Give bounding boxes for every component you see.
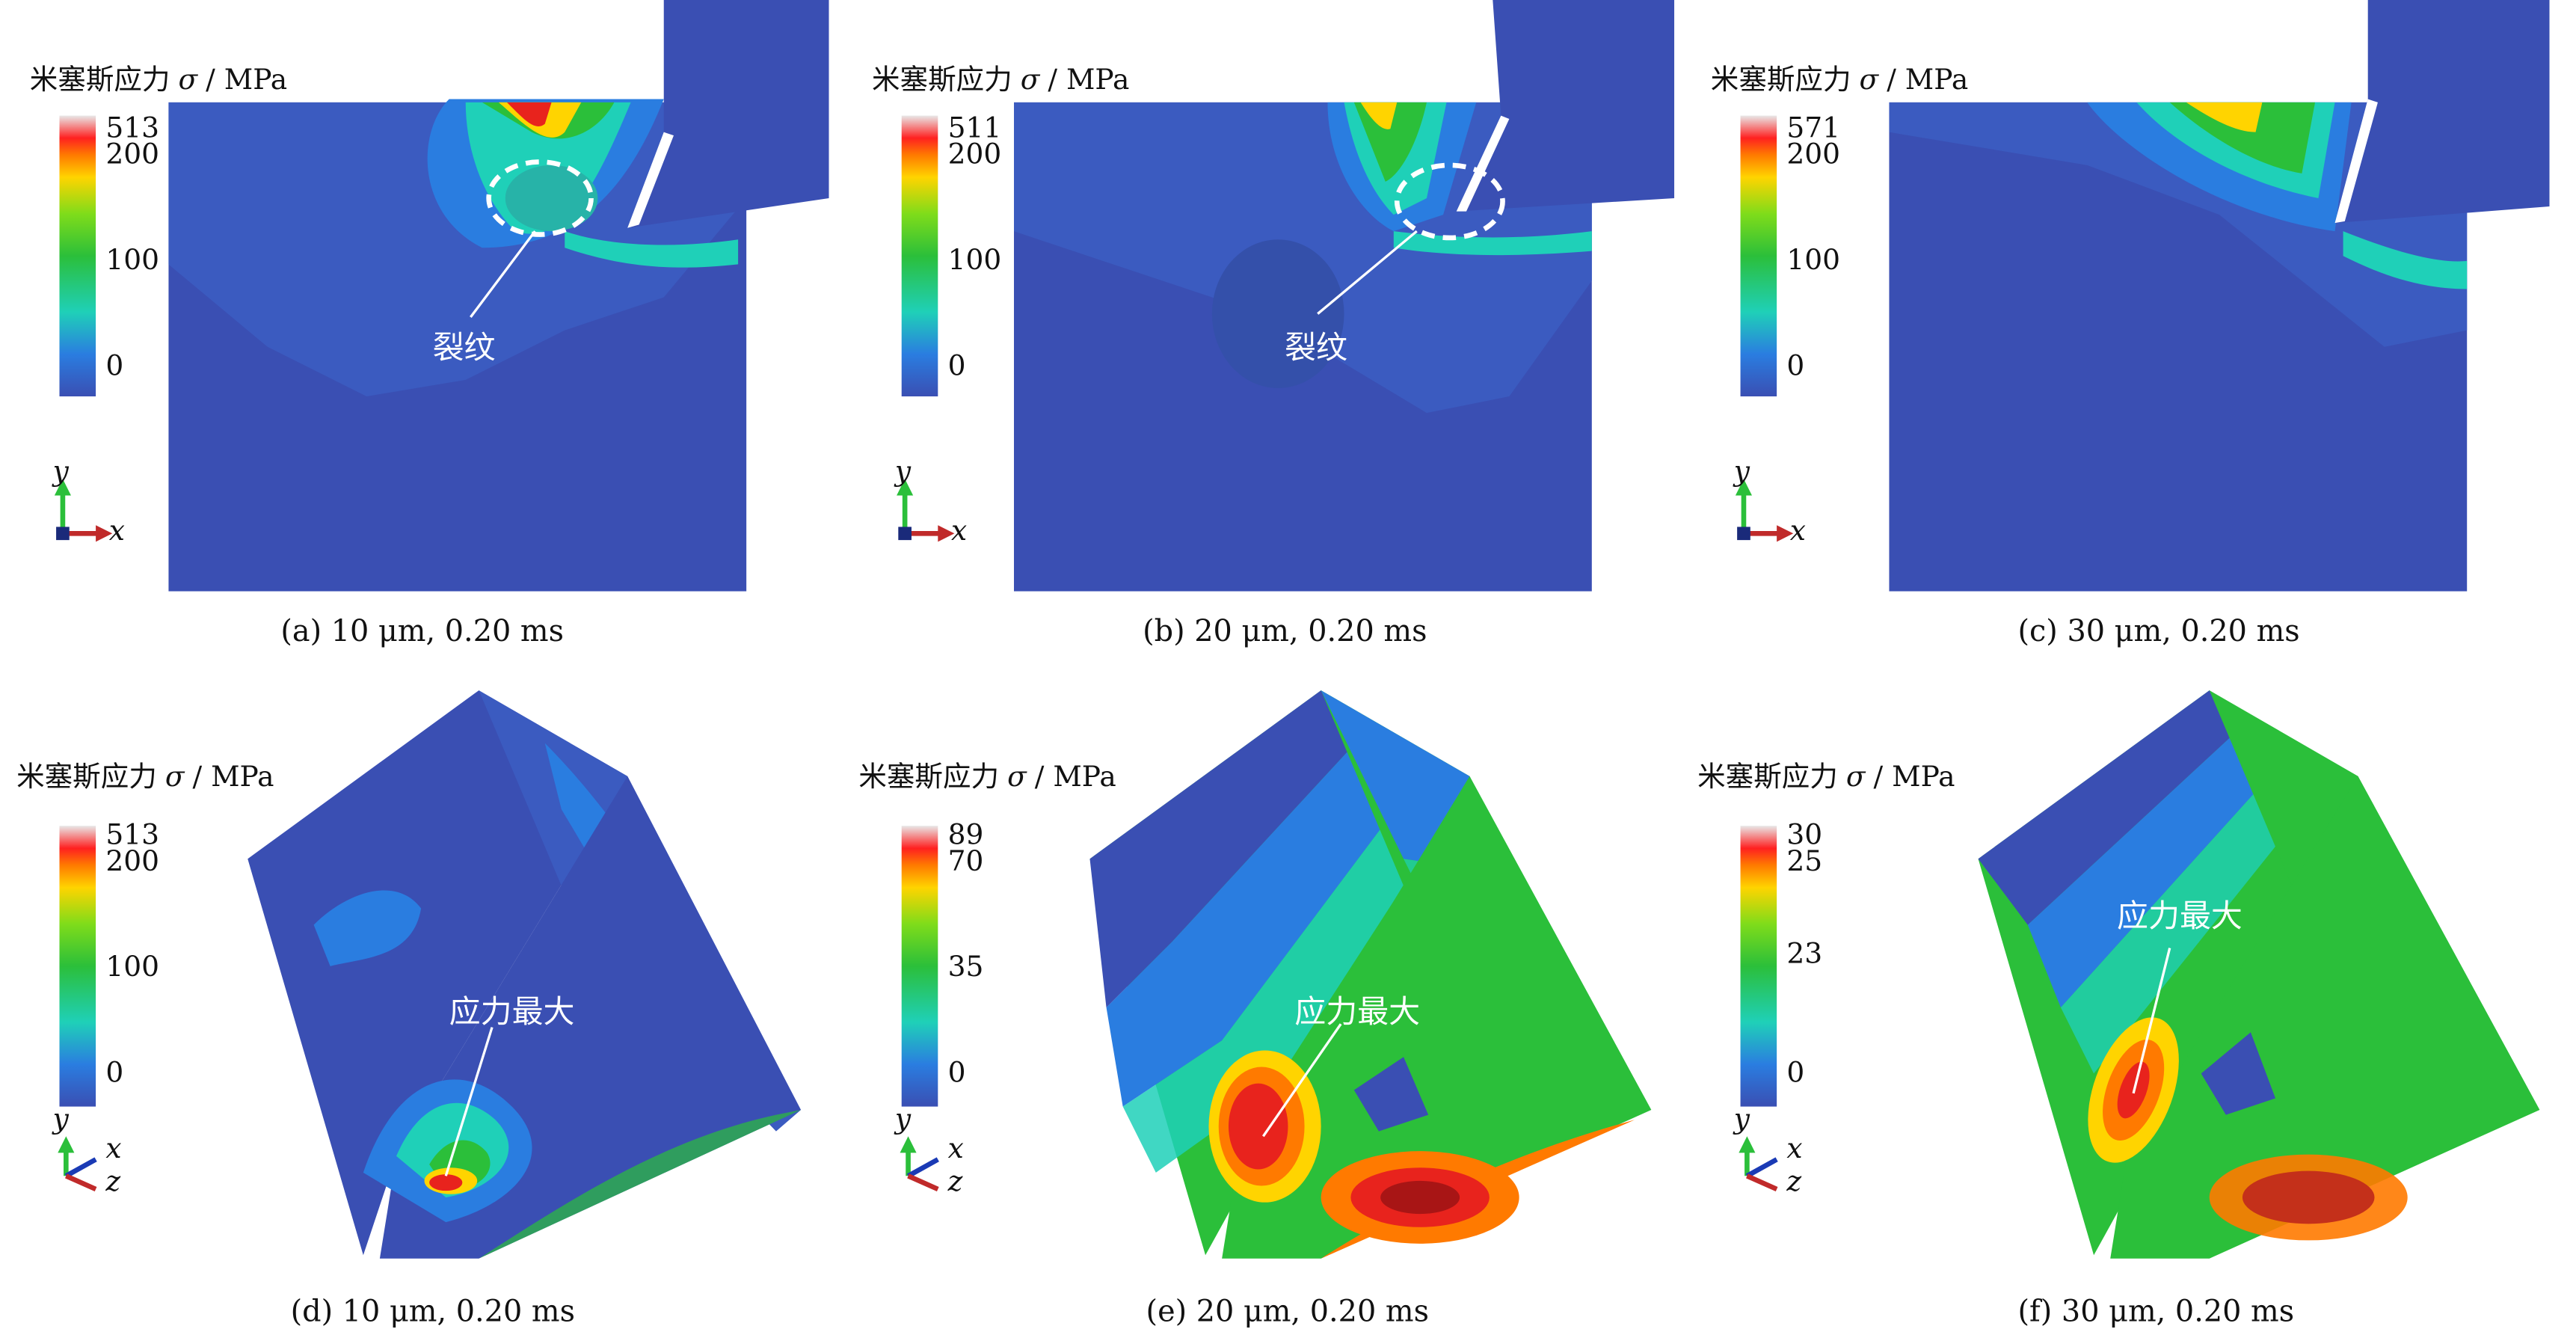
- axis-triad: [54, 479, 113, 542]
- axis-triad-3d: [900, 1136, 939, 1192]
- tick-mid: 100: [1786, 244, 1841, 277]
- stress-contour-3d: 应力最大: [231, 677, 826, 1271]
- axis-y-label: y: [894, 455, 912, 489]
- axis-y-label: y: [894, 1103, 912, 1137]
- legend-title: 米塞斯应力 σ / MPa: [1710, 64, 1969, 98]
- color-scale-bar: [1740, 826, 1777, 1107]
- caption: (f) 30 μm, 0.20 ms: [2017, 1295, 2295, 1330]
- legend-title: 米塞斯应力 σ / MPa: [16, 761, 274, 795]
- axis-triad-3d: [1739, 1136, 1778, 1192]
- axis-x-label: x: [950, 515, 968, 549]
- axis-y-label: y: [52, 455, 69, 489]
- color-scale-bar: [1740, 115, 1777, 396]
- color-scale-bar: [59, 826, 96, 1107]
- tick-mid: 23: [1786, 938, 1823, 972]
- tick-high: 200: [105, 138, 159, 172]
- caption: (e) 20 μm, 0.20 ms: [1146, 1295, 1430, 1330]
- caption: (b) 20 μm, 0.20 ms: [1143, 614, 1427, 649]
- tick-min: 0: [105, 350, 124, 384]
- max-stress-label: 应力最大: [1294, 994, 1421, 1031]
- tick-max: 30: [1786, 819, 1823, 853]
- stress-contour-2d: 裂纹: [168, 0, 829, 595]
- axis-y-label: y: [1733, 455, 1750, 489]
- axis-x-label: x: [1786, 1132, 1803, 1167]
- tick-mid: 100: [105, 951, 159, 985]
- legend-title: 米塞斯应力 σ / MPa: [29, 64, 288, 98]
- panel-c: 米塞斯应力 σ / MPa 571 200 100 0 y x: [1681, 0, 2572, 660]
- tick-max: 89: [947, 819, 984, 853]
- tick-high: 200: [1786, 138, 1841, 172]
- axis-triad: [1735, 479, 1794, 542]
- axis-x-label: x: [947, 1132, 964, 1167]
- axis-triad: [897, 479, 955, 542]
- tick-max: 513: [105, 819, 159, 853]
- tick-min: 0: [105, 1057, 124, 1090]
- stress-contour-2d: 裂纹: [1013, 0, 1675, 595]
- tick-high: 200: [947, 138, 1002, 172]
- axis-y-label: y: [1733, 1103, 1750, 1137]
- stress-contour-3d: 应力最大: [1961, 677, 2556, 1271]
- caption: (d) 10 μm, 0.20 ms: [290, 1295, 576, 1330]
- panel-d: 米塞斯应力 σ / MPa 513 200 100 0 y x z: [0, 677, 858, 1337]
- stress-contour-3d: 应力最大: [1073, 677, 1667, 1271]
- legend-title: 米塞斯应力 σ / MPa: [858, 761, 1116, 795]
- caption: (c) 30 μm, 0.20 ms: [2017, 614, 2300, 649]
- tick-max: 511: [947, 112, 1002, 146]
- tick-min: 0: [1786, 350, 1805, 384]
- axis-z-label: z: [947, 1166, 963, 1200]
- legend-title: 米塞斯应力 σ / MPa: [871, 64, 1130, 98]
- panel-a: 米塞斯应力 σ / MPa 513 200 100 0 y x: [0, 0, 858, 660]
- max-stress-label: 应力最大: [449, 994, 575, 1031]
- tick-min: 0: [947, 1057, 966, 1090]
- axis-z-label: z: [105, 1166, 121, 1200]
- axis-x-label: x: [108, 515, 125, 549]
- tick-high: 200: [105, 845, 159, 879]
- max-stress-label: 应力最大: [2117, 898, 2243, 935]
- tick-min: 0: [1786, 1057, 1805, 1090]
- crack-label: 裂纹: [432, 330, 496, 367]
- tick-max: 571: [1786, 112, 1841, 146]
- axis-z-label: z: [1786, 1166, 1802, 1200]
- tick-high: 70: [947, 845, 984, 879]
- axis-x-label: x: [1789, 515, 1806, 549]
- color-scale-bar: [901, 826, 938, 1107]
- panel-b: 米塞斯应力 σ / MPa 511 200 100 0 y x: [842, 0, 1700, 660]
- axis-x-label: x: [105, 1132, 122, 1167]
- color-scale-bar: [59, 115, 96, 396]
- tick-mid: 35: [947, 951, 984, 985]
- color-scale-bar: [901, 115, 938, 396]
- tick-mid: 100: [947, 244, 1002, 277]
- tick-min: 0: [947, 350, 966, 384]
- axis-triad-3d: [58, 1136, 97, 1192]
- legend-title: 米塞斯应力 σ / MPa: [1697, 761, 1955, 795]
- axis-y-label: y: [52, 1103, 69, 1137]
- caption: (a) 10 μm, 0.20 ms: [280, 614, 565, 649]
- stress-contour-2d: [1889, 0, 2550, 595]
- tick-mid: 100: [105, 244, 159, 277]
- tick-high: 25: [1786, 845, 1823, 879]
- panel-e: 米塞斯应力 σ / MPa 89 70 35 0 y x z: [842, 677, 1700, 1337]
- panel-f: 米塞斯应力 σ / MPa 30 25 23 0 y x z: [1681, 677, 2572, 1337]
- crack-label: 裂纹: [1285, 330, 1348, 367]
- tick-max: 513: [105, 112, 159, 146]
